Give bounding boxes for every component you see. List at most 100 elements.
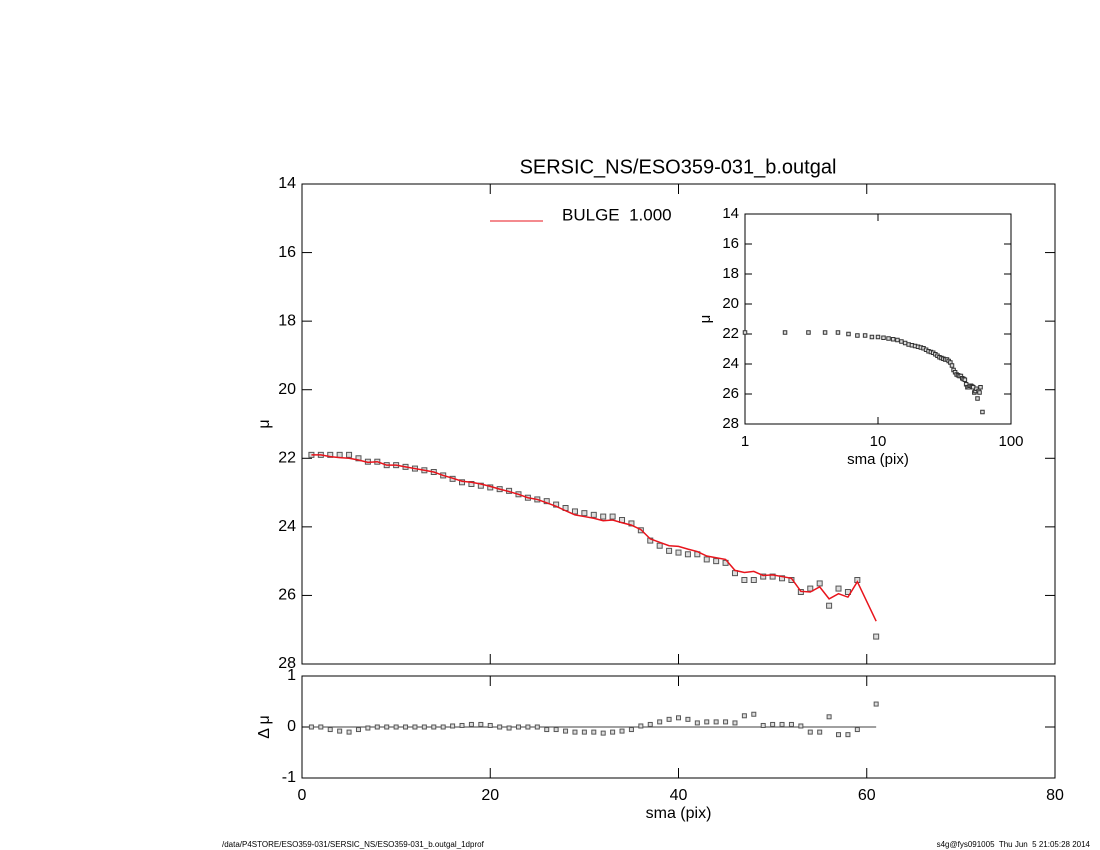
data-point xyxy=(572,729,578,735)
footer-right: s4g@fys091005 Thu Jun 5 21:05:28 2014 xyxy=(937,840,1091,849)
data-point xyxy=(571,508,578,515)
data-point xyxy=(609,513,616,520)
data-point xyxy=(855,333,860,338)
x-tick-label: 1 xyxy=(741,433,749,450)
data-point xyxy=(684,551,691,558)
data-point xyxy=(497,724,503,730)
data-point xyxy=(506,725,512,731)
y-tick-label: 24 xyxy=(278,518,296,535)
y-tick-label: 14 xyxy=(722,205,739,222)
data-point xyxy=(873,701,879,707)
data-point xyxy=(962,377,968,382)
data-point xyxy=(647,721,653,727)
data-point xyxy=(788,577,795,583)
data-point xyxy=(525,724,531,730)
x-tick-label: 60 xyxy=(858,787,876,804)
x-tick-label: 10 xyxy=(870,433,887,450)
x-axis-label: sma (pix) xyxy=(847,451,909,468)
data-point xyxy=(835,585,842,592)
data-point xyxy=(318,724,324,730)
data-point xyxy=(666,716,672,722)
data-point xyxy=(807,729,813,735)
data-point xyxy=(365,725,371,731)
data-point xyxy=(770,721,776,727)
y-tick-label: 20 xyxy=(278,381,296,398)
data-point xyxy=(741,577,748,583)
data-point xyxy=(760,573,767,580)
data-point xyxy=(798,723,804,729)
data-point xyxy=(977,390,982,395)
data-point xyxy=(431,724,437,730)
data-point xyxy=(591,729,597,735)
data-point xyxy=(600,730,606,736)
data-point xyxy=(553,727,559,733)
data-point xyxy=(327,451,334,458)
data-point xyxy=(675,549,682,556)
data-point xyxy=(779,575,786,582)
data-point xyxy=(487,722,493,728)
data-point xyxy=(806,330,811,335)
chart-title: SERSIC_NS/ESO359-031_b.outgal xyxy=(520,156,837,178)
data-point xyxy=(628,727,634,733)
y-tick-label: 22 xyxy=(278,450,296,467)
data-point xyxy=(875,334,881,340)
data-point xyxy=(873,633,880,640)
data-point xyxy=(685,716,691,722)
y-tick-label: 14 xyxy=(278,175,296,192)
data-point xyxy=(534,724,540,730)
y-tick-label: 26 xyxy=(722,385,739,402)
data-point xyxy=(835,330,841,335)
data-point xyxy=(355,727,361,733)
y-axis-label: Δ μ xyxy=(256,715,273,738)
data-point xyxy=(704,719,710,725)
data-point xyxy=(393,724,399,730)
y-tick-label: 18 xyxy=(278,312,296,329)
y-tick-label: 16 xyxy=(722,235,739,252)
data-point xyxy=(846,331,851,337)
data-point xyxy=(459,479,466,486)
data-point xyxy=(563,728,569,734)
data-point xyxy=(384,724,390,730)
footer-left: /data/P4STORE/ESO359-031/SERSIC_NS/ESO35… xyxy=(222,840,485,849)
data-point xyxy=(899,339,904,344)
data-point xyxy=(337,728,343,734)
data-point xyxy=(713,558,720,565)
data-point xyxy=(826,602,833,609)
data-point xyxy=(862,333,868,338)
data-point xyxy=(902,340,908,346)
y-tick-label: 28 xyxy=(722,415,739,432)
data-point xyxy=(886,336,891,341)
y-tick-label: 28 xyxy=(278,655,296,672)
data-point xyxy=(610,729,616,735)
data-point xyxy=(619,728,625,734)
data-point xyxy=(817,729,823,735)
y-tick-label: 16 xyxy=(278,244,296,261)
data-point xyxy=(723,719,729,725)
y-tick-label: 1 xyxy=(287,667,296,684)
data-point xyxy=(895,337,900,343)
data-point xyxy=(374,724,380,730)
data-point xyxy=(975,396,980,401)
data-point xyxy=(600,513,607,520)
data-point xyxy=(327,727,333,733)
data-point xyxy=(459,722,465,728)
data-point xyxy=(751,711,757,717)
data-point xyxy=(468,481,475,487)
y-tick-label: 26 xyxy=(278,587,296,604)
data-point xyxy=(355,455,362,462)
data-point xyxy=(978,385,983,390)
data-point xyxy=(779,721,785,727)
data-point xyxy=(412,724,418,730)
data-point xyxy=(949,363,955,368)
y-tick-label: 22 xyxy=(722,325,739,342)
data-point xyxy=(732,720,738,726)
data-point xyxy=(308,724,314,730)
data-point xyxy=(676,715,681,721)
data-point xyxy=(869,334,875,340)
x-axis-label: sma (pix) xyxy=(646,805,712,822)
y-tick-label: 18 xyxy=(722,265,739,282)
data-point xyxy=(346,729,352,735)
x-tick-label: 100 xyxy=(998,433,1023,450)
data-point xyxy=(657,719,663,725)
